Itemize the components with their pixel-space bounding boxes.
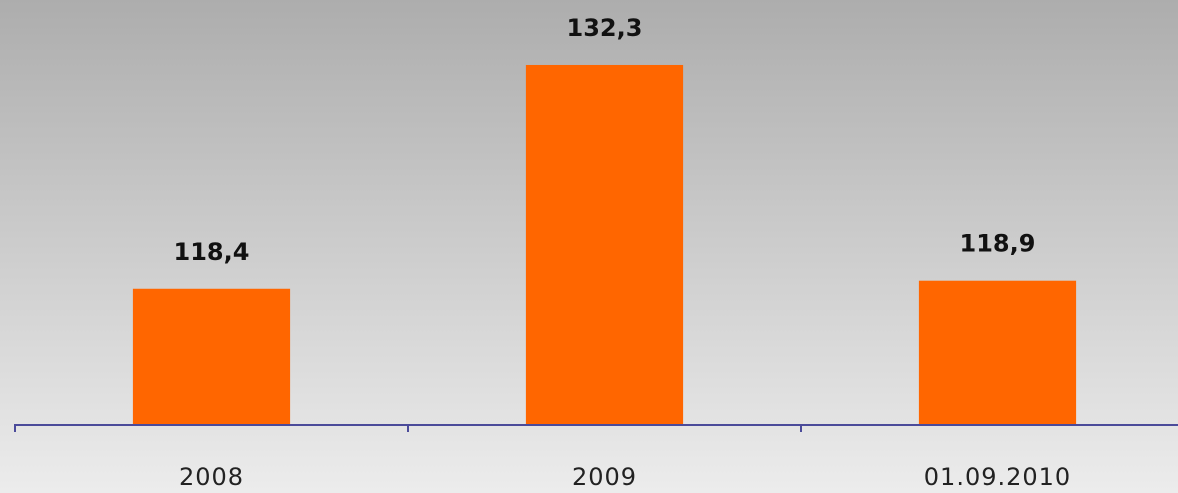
bar (525, 64, 684, 424)
bar (132, 288, 291, 424)
value-label: 118,4 (174, 238, 250, 266)
bar (918, 280, 1077, 424)
value-label: 118,9 (960, 230, 1036, 258)
x-tick-label: 2008 (179, 463, 244, 491)
value-label: 132,3 (567, 14, 643, 42)
x-tick-label: 01.09.2010 (924, 463, 1071, 491)
x-tick-label: 2009 (572, 463, 637, 491)
